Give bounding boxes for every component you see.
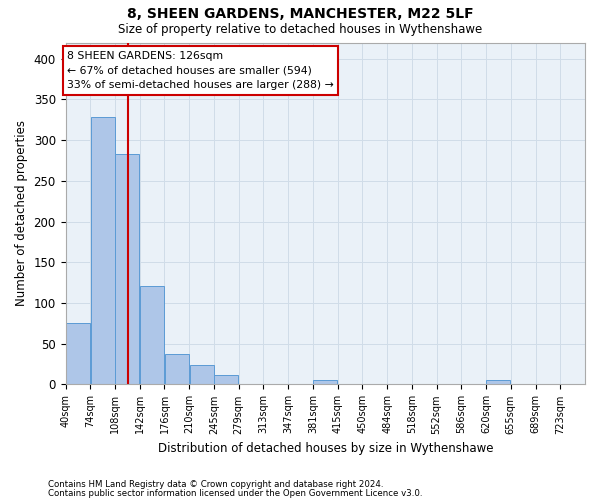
Bar [190, 365, 214, 384]
Text: 8, SHEEN GARDENS, MANCHESTER, M22 5LF: 8, SHEEN GARDENS, MANCHESTER, M22 5LF [127, 8, 473, 22]
Bar [214, 374, 238, 384]
Bar [165, 354, 189, 384]
Bar [115, 154, 139, 384]
Text: Contains public sector information licensed under the Open Government Licence v3: Contains public sector information licen… [48, 488, 422, 498]
Bar [487, 380, 511, 384]
Bar [313, 380, 337, 384]
Text: Contains HM Land Registry data © Crown copyright and database right 2024.: Contains HM Land Registry data © Crown c… [48, 480, 383, 489]
X-axis label: Distribution of detached houses by size in Wythenshawe: Distribution of detached houses by size … [158, 442, 493, 455]
Text: Size of property relative to detached houses in Wythenshawe: Size of property relative to detached ho… [118, 22, 482, 36]
Text: 8 SHEEN GARDENS: 126sqm
← 67% of detached houses are smaller (594)
33% of semi-d: 8 SHEEN GARDENS: 126sqm ← 67% of detache… [67, 50, 334, 90]
Bar [140, 286, 164, 384]
Bar [91, 118, 115, 384]
Y-axis label: Number of detached properties: Number of detached properties [15, 120, 28, 306]
Bar [66, 324, 90, 384]
